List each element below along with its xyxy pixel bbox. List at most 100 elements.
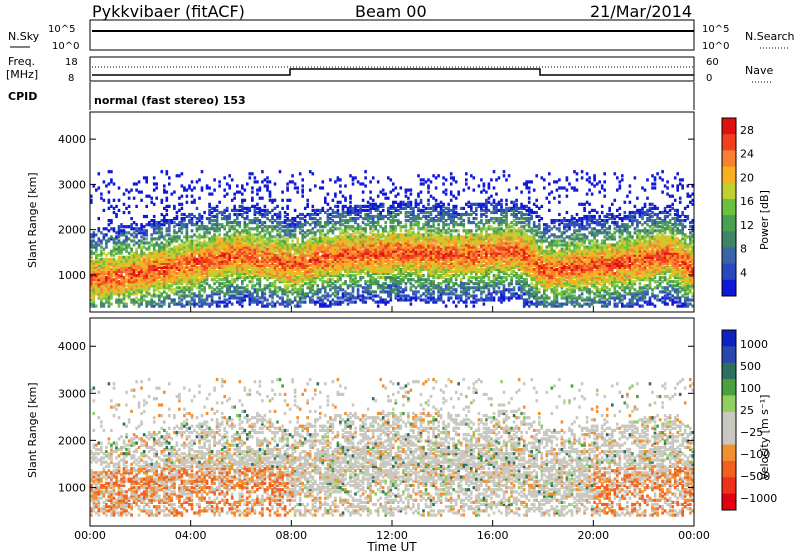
power-cell (379, 217, 382, 221)
power-cell (268, 235, 272, 239)
power-cell (213, 255, 216, 259)
power-cell (291, 274, 294, 278)
power-cell (402, 269, 405, 274)
power-cell (346, 269, 350, 274)
power-cell (399, 204, 403, 208)
power-cell (296, 223, 299, 227)
power-cell (273, 257, 277, 261)
power-cell (346, 231, 350, 235)
power-cell (404, 282, 408, 286)
power-cell (246, 239, 249, 243)
power-cell (387, 237, 390, 241)
power-cell (107, 300, 111, 304)
power-cell (404, 249, 408, 253)
power-cell (92, 282, 96, 286)
power-cell (147, 251, 151, 255)
power-cell (155, 182, 158, 186)
power-cell (392, 243, 395, 247)
power-cell (243, 206, 247, 210)
power-cell (387, 284, 390, 288)
power-cell (105, 290, 108, 294)
power-cell (163, 190, 166, 194)
power-cell (364, 245, 367, 249)
power-cell (296, 221, 299, 225)
power-cell (271, 267, 274, 272)
power-cell (258, 219, 262, 223)
power-cell (283, 225, 287, 229)
power-cell (437, 274, 440, 278)
power-cell (150, 300, 153, 304)
power-cell (276, 257, 279, 261)
power-cell (190, 292, 194, 296)
power-cell (248, 243, 252, 247)
power-cell (168, 272, 171, 276)
power-cell (243, 290, 247, 294)
power-cell (203, 288, 206, 292)
power-cell (122, 269, 126, 274)
power-cell (331, 239, 335, 243)
power-cell (271, 243, 274, 247)
power-cell (142, 280, 146, 284)
power-cell (369, 280, 372, 284)
power-cell (208, 286, 211, 290)
power-cell (120, 269, 123, 274)
power-cell (225, 233, 229, 237)
power-cell (253, 208, 257, 212)
power-cell (160, 198, 164, 202)
power-cell (369, 259, 372, 263)
power-cell (233, 208, 236, 212)
power-cell (183, 186, 186, 190)
power-cell (230, 274, 234, 278)
power-cell (253, 245, 257, 249)
power-cell (306, 282, 309, 286)
power-cell (387, 300, 390, 304)
power-cell (165, 204, 169, 208)
power-cell (230, 253, 234, 257)
power-cell (107, 170, 111, 174)
power-cell (115, 251, 118, 255)
power-cell (110, 219, 113, 223)
power-cell (366, 217, 370, 221)
power-cell (125, 278, 128, 282)
power-cell (117, 225, 121, 229)
power-cell (273, 255, 277, 259)
power-cell (230, 294, 234, 298)
power-cell (198, 292, 201, 296)
power-cell (364, 176, 367, 180)
power-cell (163, 237, 166, 241)
power-cell (354, 276, 357, 280)
power-cell (170, 247, 174, 251)
power-cell (243, 276, 247, 280)
power-cell (371, 237, 375, 241)
power-cell (268, 288, 272, 292)
power-cell (283, 286, 287, 290)
power-cell (293, 265, 297, 269)
power-cell (223, 243, 226, 247)
power-cell (298, 276, 302, 280)
power-cell (283, 276, 287, 280)
power-cell (331, 257, 335, 261)
power-cell (296, 263, 299, 267)
power-cell (97, 265, 101, 269)
power-cell (402, 276, 405, 280)
power-cell (145, 286, 148, 290)
power-cell (223, 294, 226, 298)
power-cell (246, 284, 249, 288)
power-cell (117, 265, 121, 269)
power-cell (223, 249, 226, 253)
power-cell (127, 265, 131, 269)
power-cell (120, 261, 123, 265)
power-cell (90, 280, 93, 284)
power-cell (424, 214, 428, 219)
power-cell (168, 304, 171, 308)
power-cell (296, 294, 299, 298)
power-cell (344, 251, 347, 255)
power-cell (354, 241, 357, 245)
power-cell (112, 284, 116, 288)
power-cell (404, 212, 408, 217)
power-cell (364, 265, 367, 269)
power-cell (215, 272, 219, 276)
power-cell (185, 274, 189, 278)
power-cell (402, 298, 405, 302)
power-cell (399, 247, 403, 251)
